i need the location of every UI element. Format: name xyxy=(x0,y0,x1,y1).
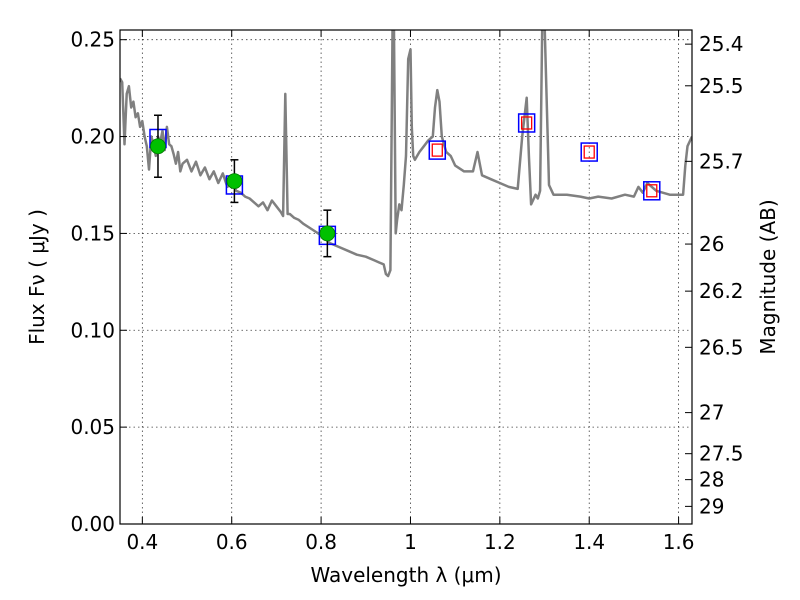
photometry-layer xyxy=(149,113,661,258)
y2-axis-title: Magnitude (AB) xyxy=(756,199,780,354)
magnitude-tick-label: 25.7 xyxy=(699,149,744,173)
x-tick-label: 1 xyxy=(404,530,417,554)
model-photometry-square xyxy=(643,181,661,201)
magnitude-tick-label: 25.5 xyxy=(699,74,744,98)
tick-labels: 0.4 0.6 0.8 1 1.2 1.4 1.6 0.00 0.05 0.10 0.15 0.20 0… xyxy=(70,28,743,554)
magnitude-tick-label: 26.5 xyxy=(699,335,744,359)
x-axis-title: Wavelength λ (μm) xyxy=(310,563,501,587)
y-tick-label: 0.05 xyxy=(70,415,115,439)
observed-photometry-point xyxy=(226,173,243,190)
spectrum-layer xyxy=(120,30,692,278)
y-tick-label: 0.00 xyxy=(70,512,115,536)
magnitude-tick-label: 28 xyxy=(699,468,724,492)
ticks xyxy=(120,30,692,525)
x-tick-label: 0.6 xyxy=(216,530,248,554)
y-axis-title: Flux Fν ( μJy ) xyxy=(25,209,49,345)
x-tick-label: 1.6 xyxy=(663,530,695,554)
magnitude-tick-label: 26 xyxy=(699,232,724,256)
magnitude-tick-label: 27.5 xyxy=(699,442,744,466)
y-tick-label: 0.15 xyxy=(70,221,115,245)
magnitude-tick-label: 27 xyxy=(699,401,724,425)
magnitude-tick-label: 29 xyxy=(699,494,724,518)
x-tick-label: 0.4 xyxy=(126,530,158,554)
observed-photometry-point xyxy=(150,138,166,155)
model-photometry-square xyxy=(517,113,536,133)
magnitude-tick-label: 25.4 xyxy=(699,32,744,56)
model-photometry-square xyxy=(428,140,447,160)
model-photometry-square xyxy=(580,142,598,162)
predicted-photometry-square xyxy=(583,145,595,159)
plot-frame xyxy=(119,29,693,525)
predicted-photometry-square xyxy=(431,143,443,157)
x-tick-label: 1.4 xyxy=(573,530,605,554)
predicted-photometry-square xyxy=(521,116,533,130)
predicted-photometry-square xyxy=(646,184,658,198)
y-tick-label: 0.20 xyxy=(70,125,115,149)
x-tick-label: 0.8 xyxy=(305,530,337,554)
y-tick-label: 0.25 xyxy=(70,28,115,52)
y-tick-label: 0.10 xyxy=(70,318,115,342)
observed-photometry-point xyxy=(319,225,336,242)
magnitude-tick-label: 26.2 xyxy=(699,279,744,303)
x-tick-label: 1.2 xyxy=(484,530,516,554)
spectrum-line xyxy=(120,30,692,278)
